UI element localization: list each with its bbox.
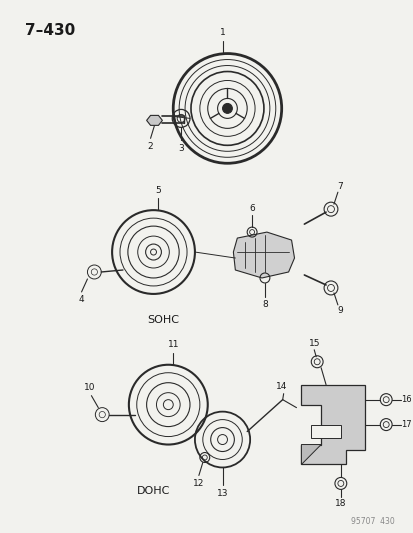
Text: 13: 13 xyxy=(216,489,228,498)
Text: 16: 16 xyxy=(400,395,411,404)
Text: 9: 9 xyxy=(336,306,342,316)
Text: 15: 15 xyxy=(308,340,319,348)
Polygon shape xyxy=(311,425,340,438)
Text: SOHC: SOHC xyxy=(147,315,179,325)
Text: 95707  430: 95707 430 xyxy=(351,517,394,526)
Polygon shape xyxy=(301,445,320,464)
Text: 18: 18 xyxy=(334,499,346,508)
Polygon shape xyxy=(233,232,294,278)
Text: 2: 2 xyxy=(147,142,153,151)
Text: 7–430: 7–430 xyxy=(25,22,76,38)
Circle shape xyxy=(222,103,232,114)
Text: DOHC: DOHC xyxy=(137,487,170,496)
Text: 5: 5 xyxy=(155,185,161,195)
Text: 14: 14 xyxy=(275,382,287,391)
Text: 7: 7 xyxy=(336,182,342,191)
Text: 11: 11 xyxy=(167,340,178,349)
Polygon shape xyxy=(301,385,365,464)
Text: 1: 1 xyxy=(219,28,225,37)
Text: 12: 12 xyxy=(193,479,204,488)
Text: 6: 6 xyxy=(249,204,254,213)
Polygon shape xyxy=(146,116,162,125)
Text: 10: 10 xyxy=(83,383,95,392)
Text: 17: 17 xyxy=(400,420,411,429)
Text: 3: 3 xyxy=(178,144,183,153)
Text: 4: 4 xyxy=(78,295,84,304)
Text: 8: 8 xyxy=(261,301,267,309)
